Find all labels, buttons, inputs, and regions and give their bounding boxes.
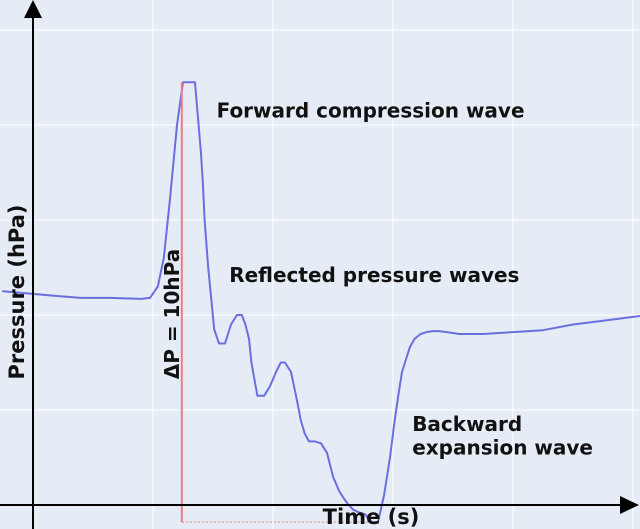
x-axis-arrow	[620, 496, 639, 514]
y-axis-arrow	[24, 0, 42, 18]
x-axis-title: Time (s)	[323, 505, 420, 529]
pressure-series-line	[2, 81, 640, 524]
series	[2, 81, 640, 524]
expansion-wave-label: expansion wave	[412, 436, 593, 460]
delta-p-label: ΔP = 10hPa	[160, 249, 184, 380]
delta-marker-group	[180, 82, 372, 523]
labels: Time (s) Pressure (hPa) ΔP = 10hPa Forward …	[5, 98, 593, 529]
forward-compression-label: Forward compression wave	[217, 98, 525, 122]
reflected-waves-label: Reflected pressure waves	[229, 263, 519, 287]
backward-label: Backward	[412, 412, 522, 436]
y-axis-title: Pressure (hPa)	[5, 205, 29, 380]
